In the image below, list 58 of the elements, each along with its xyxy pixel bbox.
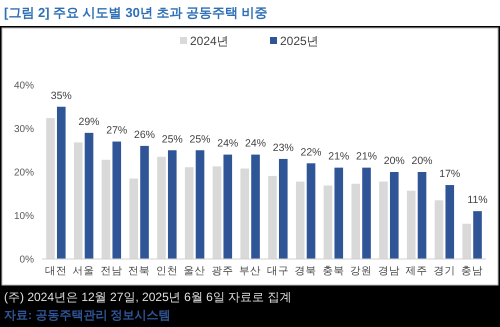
data-label: 20% <box>412 155 433 167</box>
x-tick-label: 강원 <box>350 265 372 277</box>
legend-label: 2025년 <box>280 34 319 48</box>
bar <box>445 185 454 259</box>
data-label: 22% <box>300 146 322 158</box>
x-tick-label: 부산 <box>239 265 262 277</box>
data-label: 17% <box>439 168 460 180</box>
bar <box>112 142 122 259</box>
bar <box>278 158 288 259</box>
bar <box>334 168 344 259</box>
x-tick-label: 경남 <box>378 265 400 277</box>
x-tick-label: 충남 <box>461 265 484 277</box>
data-label: 24% <box>217 138 238 150</box>
data-label: 23% <box>272 142 294 154</box>
bar <box>418 172 426 259</box>
y-tick-label: 20% <box>14 168 34 178</box>
x-tick-label: 대전 <box>44 265 67 277</box>
x-tick-label: 충북 <box>322 265 344 277</box>
bar <box>306 163 316 259</box>
data-label: 25% <box>162 133 183 146</box>
bar <box>56 106 66 259</box>
data-label: 24% <box>245 138 266 150</box>
bar <box>362 168 371 259</box>
data-label: 11% <box>467 194 488 206</box>
bar <box>84 132 94 259</box>
data-label: 21% <box>356 150 378 163</box>
x-tick-label: 울산 <box>184 265 206 277</box>
y-tick-label: 10% <box>14 211 34 222</box>
x-tick-label: 전북 <box>128 265 150 277</box>
y-tick-label: 0% <box>20 254 34 266</box>
x-tick-label: 경북 <box>294 265 317 277</box>
data-label: 21% <box>328 150 350 163</box>
bar <box>196 150 204 259</box>
data-label: 29% <box>78 116 100 128</box>
bar <box>251 154 260 259</box>
x-tick-label: 인천 <box>156 265 178 277</box>
chart-title: [그림 2] 주요 시도별 30년 초과 공동주택 비중 <box>4 5 268 20</box>
bar <box>140 146 149 259</box>
x-tick-label: 대구 <box>266 265 289 277</box>
x-tick-label: 광주 <box>211 265 234 277</box>
data-label: 25% <box>190 133 211 146</box>
x-tick-label: 전남 <box>100 265 122 277</box>
y-tick-label: 30% <box>14 124 34 135</box>
data-label: 20% <box>384 155 405 167</box>
x-tick-label: 서울 <box>72 265 95 277</box>
x-tick-label: 제주 <box>406 265 428 277</box>
bar <box>223 154 232 259</box>
data-label: 27% <box>106 124 128 137</box>
x-tick-label: 경기 <box>433 265 456 277</box>
legend-label: 2024년 <box>190 34 229 48</box>
data-label: 35% <box>50 90 72 102</box>
bar <box>473 211 482 259</box>
text: 자료: 공동주택관리 정보시스템 <box>4 308 171 322</box>
data-label: 26% <box>134 128 156 141</box>
text: (주) 2024년은 12월 27일, 2025년 6월 6일 자료로 집계 <box>4 290 292 304</box>
bar <box>168 150 177 259</box>
bar <box>390 172 399 259</box>
y-tick-label: 40% <box>14 80 34 92</box>
